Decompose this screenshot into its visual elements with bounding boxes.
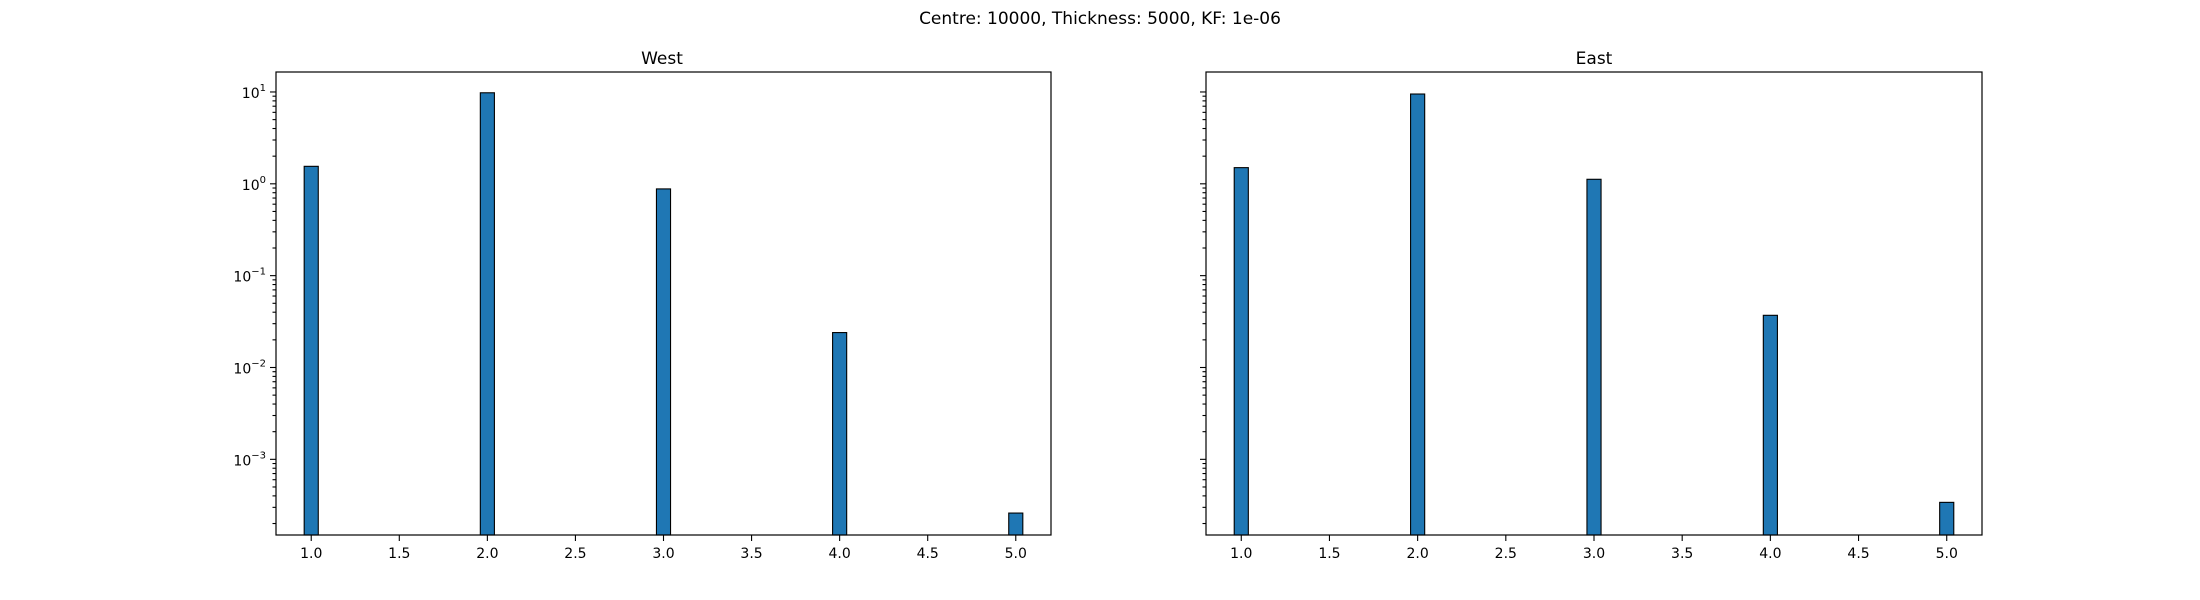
panel-east-xtick-label: 1.5 [1318, 546, 1340, 562]
panel-east-xtick-label: 2.0 [1407, 546, 1429, 562]
panel-west-xtick-label: 1.5 [388, 546, 410, 562]
panel-west: West 1.0 1.5 2.0 2.5 3.0 3.5 4.0 4.5 5.0 10−3 10−2… [233, 49, 1052, 562]
panel-west-title: West [641, 49, 683, 69]
panel-east-xtick-label: 5.0 [1936, 546, 1958, 562]
panel-west-bar-2 [479, 92, 495, 536]
panel-west-ytick-label: 100 [242, 175, 266, 194]
panel-west-xtick-label: 2.5 [564, 546, 586, 562]
panel-east-xtick-label: 1.0 [1230, 546, 1252, 562]
panel-west-xtick-label: 3.5 [740, 546, 762, 562]
panel-east-bar-2 [1410, 93, 1426, 536]
panel-east-xtick-label: 2.5 [1495, 546, 1517, 562]
panel-west-ytick-label: 10−2 [233, 358, 266, 377]
panel-west-xtick-label: 2.0 [476, 546, 498, 562]
panel-west-ytick-label: 10−1 [233, 267, 266, 286]
panel-east-xtick-label: 3.0 [1583, 546, 1605, 562]
panel-west-bar-4 [832, 332, 848, 536]
panel-east-xtick-label: 4.5 [1847, 546, 1869, 562]
panel-west-xtick-label: 3.0 [652, 546, 674, 562]
panel-east-title: East [1576, 49, 1613, 69]
panel-east-bar-4 [1762, 314, 1778, 536]
panel-west-xtick-label: 5.0 [1005, 546, 1027, 562]
panel-east-xtick-label: 4.0 [1759, 546, 1781, 562]
panel-west-bar-1 [303, 165, 319, 536]
panel-west-xtick-label: 4.0 [829, 546, 851, 562]
panel-west-xtick-label: 1.0 [300, 546, 322, 562]
panel-west-ytick-label: 101 [242, 83, 266, 102]
panel-west-bar-5 [1008, 512, 1024, 536]
panel-west-xtick-label: 4.5 [917, 546, 939, 562]
panel-west-bar-3 [655, 188, 672, 536]
panel-east-bar-5 [1939, 501, 1955, 536]
figure-suptitle: Centre: 10000, Thickness: 5000, KF: 1e-0… [919, 9, 1281, 29]
panel-west-ytick-label: 10−3 [233, 450, 266, 469]
panel-east-bar-3 [1586, 178, 1602, 536]
panel-east-xtick-label: 3.5 [1671, 546, 1693, 562]
panel-east-bar-1 [1233, 167, 1249, 536]
panel-east: East 1.0 1.5 2.0 2.5 3.0 3.5 4.0 4.5 5.0 [1200, 49, 1983, 562]
